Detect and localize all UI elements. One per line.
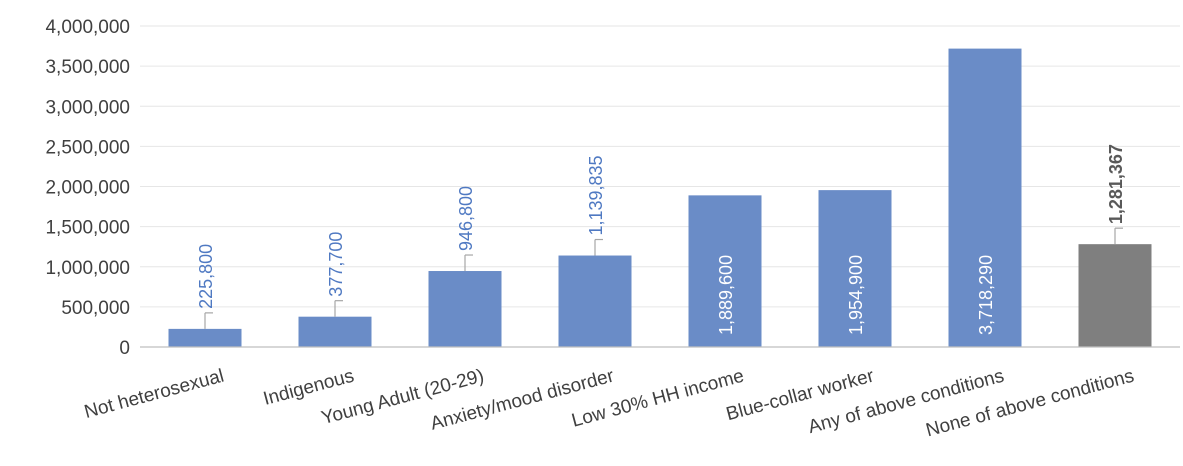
y-tick-label: 1,000,000 — [45, 258, 130, 279]
y-tick-label: 4,000,000 — [45, 17, 130, 38]
y-tick-label: 2,500,000 — [45, 137, 130, 158]
data-label: 377,700 — [326, 232, 346, 297]
y-tick-label: 1,500,000 — [45, 218, 130, 239]
bar — [168, 328, 242, 347]
data-label: 3,718,290 — [976, 255, 996, 335]
data-label: 1,954,900 — [846, 255, 866, 335]
x-category-label: Not heterosexual — [82, 366, 226, 423]
y-tick-label: 3,000,000 — [45, 97, 130, 118]
bar — [298, 316, 372, 347]
data-labels: 225,800 377,700 946,800 1,139,835 1,889,600 1… — [196, 144, 1126, 335]
data-label: 225,800 — [196, 244, 216, 309]
bar — [688, 195, 762, 347]
bar — [948, 48, 1022, 347]
data-label: 1,139,835 — [586, 155, 606, 235]
bar — [1078, 244, 1152, 347]
y-tick-label: 500,000 — [61, 298, 130, 319]
bars — [168, 48, 1152, 347]
data-label: 1,889,600 — [716, 255, 736, 335]
bar — [428, 271, 502, 347]
data-label: 946,800 — [456, 186, 476, 251]
bar — [558, 255, 632, 347]
y-tick-label: 0 — [119, 338, 130, 359]
leader-lines — [204, 227, 1123, 329]
y-axis-tick-labels: 0 500,000 1,000,000 1,500,000 2,000,000 2,500… — [45, 17, 130, 359]
y-tick-label: 2,000,000 — [45, 178, 130, 199]
y-tick-label: 3,500,000 — [45, 57, 130, 78]
data-label: 1,281,367 — [1106, 144, 1126, 224]
gridlines — [140, 25, 1180, 308]
bar — [818, 190, 892, 347]
